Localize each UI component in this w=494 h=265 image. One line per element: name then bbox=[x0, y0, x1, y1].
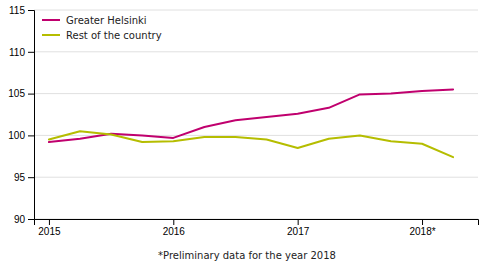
line bbox=[49, 131, 453, 157]
plot: 2015 2016 2017 2018* 90 95 100 105 110 115 Greater… bbox=[8, 5, 478, 237]
tick-label: 105 bbox=[8, 88, 25, 99]
y-axis: 90 95 100 105 110 115 bbox=[8, 5, 34, 225]
tick-label: 110 bbox=[9, 47, 25, 58]
tick: 90 bbox=[14, 214, 34, 225]
tick-label: 2018* bbox=[409, 226, 435, 237]
legend: Greater Helsinki Rest of the country bbox=[42, 15, 162, 41]
tick-mark bbox=[28, 177, 34, 178]
tick-label: 115 bbox=[9, 5, 25, 16]
legend-swatch bbox=[42, 19, 60, 21]
grid-line bbox=[34, 177, 478, 178]
tick-mark bbox=[49, 219, 50, 225]
chart: 2015 2016 2017 2018* 90 95 100 105 110 115 Greater… bbox=[0, 0, 494, 265]
tick: 115 bbox=[9, 5, 34, 16]
grid-line bbox=[34, 93, 478, 94]
axis-line bbox=[28, 11, 35, 220]
tick-label: 95 bbox=[14, 172, 26, 183]
tick-mark bbox=[298, 219, 299, 225]
tick-mark bbox=[422, 219, 423, 225]
legend-label: Rest of the country bbox=[66, 30, 162, 41]
tick-label: 90 bbox=[14, 214, 26, 225]
series-group bbox=[49, 89, 453, 157]
tick-mark bbox=[28, 52, 34, 53]
tick: 2018* bbox=[409, 219, 435, 237]
tick-mark bbox=[28, 10, 34, 11]
grid-line bbox=[34, 51, 478, 52]
tick-mark bbox=[28, 219, 34, 220]
tick-label: 100 bbox=[8, 130, 25, 141]
grid bbox=[34, 10, 478, 219]
tick: 100 bbox=[8, 130, 34, 141]
footnote: *Preliminary data for the year 2018 bbox=[158, 250, 336, 261]
axis-line bbox=[35, 220, 479, 226]
tick: 2016 bbox=[163, 219, 186, 237]
tick-mark bbox=[173, 219, 174, 225]
tick: 105 bbox=[8, 88, 34, 99]
tick: 2017 bbox=[287, 219, 310, 237]
x-axis: 2015 2016 2017 2018* bbox=[35, 219, 479, 237]
tick-label: 2017 bbox=[287, 226, 310, 237]
tick-label: 2015 bbox=[38, 226, 61, 237]
legend-swatch bbox=[42, 34, 60, 36]
tick-mark bbox=[28, 135, 34, 136]
legend-label: Greater Helsinki bbox=[66, 15, 147, 26]
tick: 95 bbox=[14, 172, 34, 183]
tick-mark bbox=[28, 94, 34, 95]
tick-label: 2016 bbox=[163, 226, 186, 237]
tick: 110 bbox=[9, 47, 34, 58]
legend-entry: Greater Helsinki bbox=[42, 15, 147, 26]
tick: 2015 bbox=[38, 219, 61, 237]
legend-entry: Rest of the country bbox=[42, 30, 162, 41]
grid-line bbox=[34, 10, 478, 11]
